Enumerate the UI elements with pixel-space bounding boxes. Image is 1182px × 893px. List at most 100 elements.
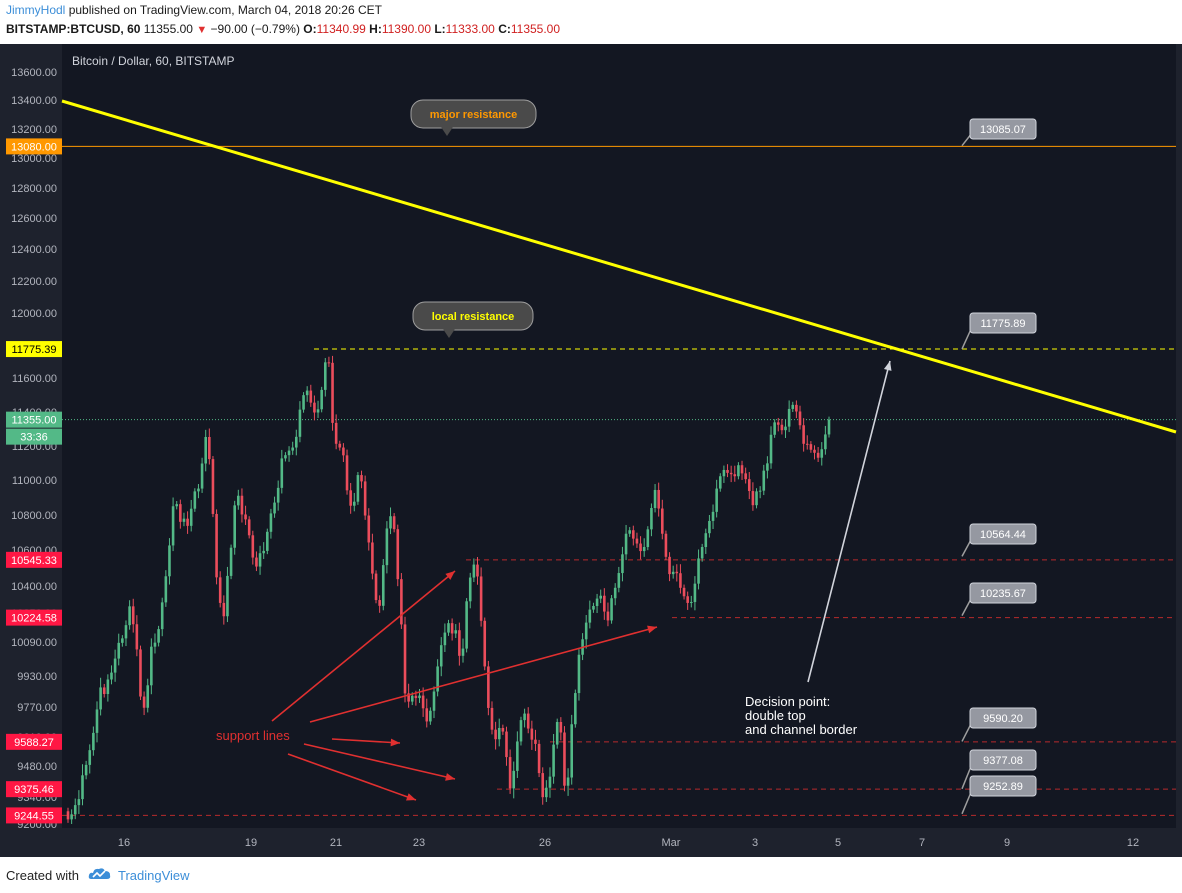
local-resistance-label: local resistance [432, 311, 515, 323]
footer: Created with TradingView [0, 857, 1182, 893]
candle-body [342, 447, 345, 456]
candle-body [262, 550, 265, 554]
candle-body [603, 595, 606, 612]
candle-body [204, 436, 208, 464]
candle-body [809, 444, 813, 450]
price-tag-text: 11775.39 [11, 344, 56, 356]
open-value: 11340.99 [316, 22, 366, 36]
candle-body [541, 773, 545, 798]
price-label-text: 10235.67 [980, 588, 1026, 600]
x-tick-label: 7 [919, 837, 925, 849]
candle-body [211, 459, 215, 514]
candle-body [142, 696, 146, 708]
candle-body [639, 543, 642, 552]
x-tick-label: 16 [118, 837, 130, 849]
candle-body [124, 625, 128, 639]
candle-body [465, 601, 468, 649]
candle-body [280, 458, 284, 488]
candle-body [577, 654, 581, 694]
price-label-text: 9590.20 [983, 713, 1023, 725]
price-label-box [969, 118, 1037, 140]
candle-body [476, 564, 479, 577]
ohlc-line: BITSTAMP:BTCUSD, 60 11355.00 ▼ −90.00 (−… [6, 22, 560, 36]
candle-body [302, 395, 305, 410]
candle-body [516, 741, 519, 771]
candle-body [244, 514, 247, 520]
y-tick-label: 10800.00 [11, 510, 57, 522]
candle-body [526, 713, 530, 729]
price-label-box [969, 775, 1037, 797]
candle-body [349, 490, 352, 506]
candle-body [251, 535, 255, 558]
candle-body [722, 469, 726, 477]
candle-body [305, 390, 309, 396]
created-with-label: Created with [6, 868, 79, 883]
candle-body [92, 732, 95, 751]
candle-body [153, 642, 157, 647]
candle-body [99, 687, 102, 710]
chart-title: Bitcoin / Dollar, 60, BITSTAMP [72, 54, 235, 68]
candle-body [501, 728, 505, 732]
chart-area[interactable]: 13600.00 13400.00 13200.00 13000.00 12800.00… [0, 44, 1182, 857]
candle-body [284, 455, 287, 459]
candle-body [334, 422, 338, 444]
candle-body [400, 579, 403, 625]
y-tick-label: 11000.00 [12, 475, 57, 487]
candle-body [425, 708, 429, 722]
candle-body [121, 638, 124, 643]
candle-body [360, 475, 363, 482]
plot-background [62, 44, 1176, 828]
candle-body [338, 443, 342, 448]
price-label-box [969, 523, 1037, 545]
symbol-label[interactable]: BITSTAMP:BTCUSD, 60 [6, 22, 141, 36]
candle-body [650, 508, 653, 530]
support-arrow [271, 570, 456, 722]
price-tag-text: 9588.27 [14, 737, 54, 749]
tradingview-brand[interactable]: TradingView [118, 868, 190, 883]
candle-body [766, 463, 769, 471]
candle-body [534, 739, 537, 744]
local-resistance-pointer [443, 329, 455, 338]
high-value: 11390.00 [381, 22, 431, 36]
price-chart[interactable]: 13600.00 13400.00 13200.00 13000.00 12800.00… [0, 44, 1182, 857]
candle-body [523, 713, 526, 721]
candle-body [320, 389, 323, 410]
candle-body [291, 447, 294, 451]
candle-body [182, 518, 186, 522]
open-key: O: [303, 22, 317, 36]
support-arrow-head [647, 625, 657, 634]
candle-body [689, 602, 693, 604]
candle-body [113, 658, 117, 673]
author-link[interactable]: JimmyHodl [6, 3, 66, 17]
candle-body [102, 687, 106, 695]
candle-body [410, 695, 414, 702]
candle-body [570, 724, 574, 778]
candle-body [95, 709, 99, 733]
candle-body [157, 629, 160, 643]
candle-body [331, 362, 334, 423]
price-label-text: 11775.89 [980, 318, 1025, 330]
candle-body [150, 646, 153, 686]
price-tag-box [6, 341, 62, 358]
candle-body [610, 598, 613, 621]
candle-body [309, 390, 313, 403]
candle-body [139, 649, 142, 697]
candle-body [298, 409, 302, 437]
down-arrow-icon: ▼ [196, 24, 208, 36]
price-change: −90.00 (−0.79%) [210, 22, 300, 36]
candle-body [664, 533, 668, 557]
candle-body [711, 511, 715, 521]
price-tag-box [6, 781, 62, 798]
candle-body [215, 513, 218, 578]
candle-body [740, 465, 744, 474]
price-label-text: 9252.89 [983, 781, 1023, 793]
y-tick-label: 9770.00 [17, 702, 57, 714]
candle-body [632, 530, 635, 539]
y-tick-label: 10400.00 [11, 581, 57, 593]
candle-body [269, 513, 273, 532]
y-tick-label: 9930.00 [17, 671, 57, 683]
candle-body [773, 422, 776, 435]
price-tag-box [6, 138, 62, 155]
candle-body [447, 623, 450, 633]
candle-body [617, 573, 621, 588]
